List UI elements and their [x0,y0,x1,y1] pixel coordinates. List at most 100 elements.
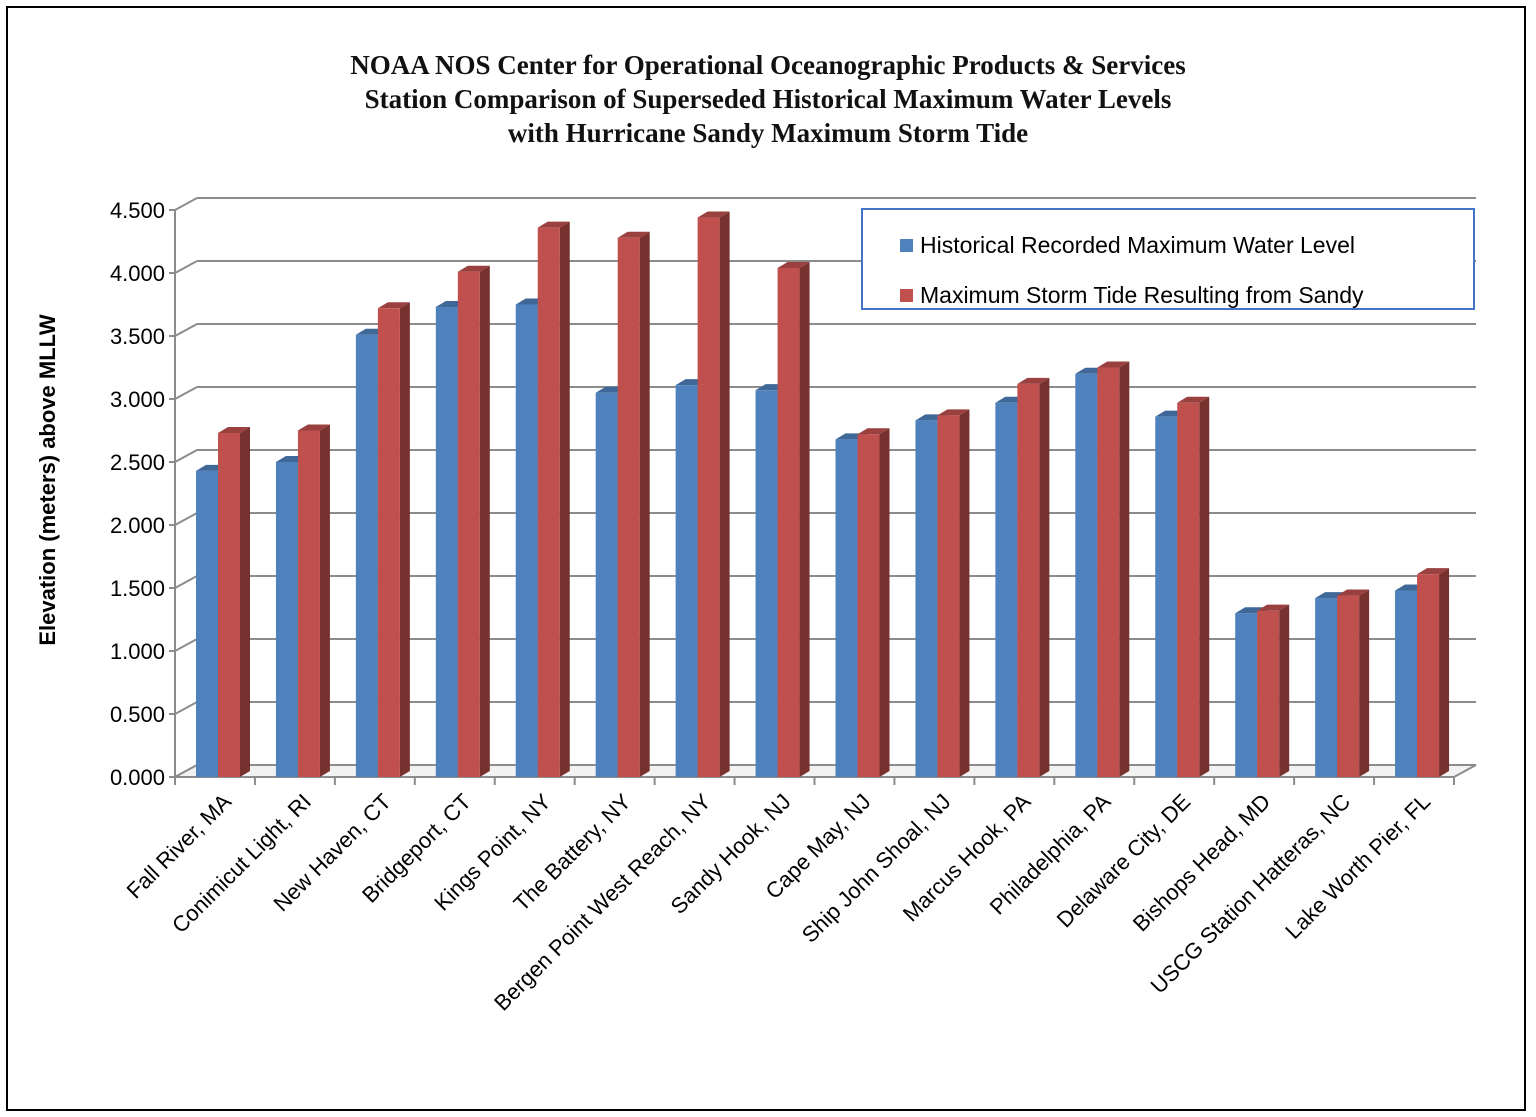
bar-top [297,424,330,431]
y-tick-label: 1.000 [110,639,165,664]
bar-top [1097,361,1130,368]
bar [937,415,960,777]
bar-side [1279,604,1290,777]
bar-top [457,265,490,272]
bar [515,304,538,777]
bar-side [399,302,410,777]
bar-side [1039,377,1050,777]
bar-side [479,265,490,777]
bar-top [937,409,970,416]
chart-frame: NOAA NOS Center for Operational Oceanogr… [6,6,1526,1111]
bar-top [777,261,810,268]
y-tick-label: 3.500 [110,324,165,349]
bar [995,402,1018,777]
bar [1097,367,1120,777]
y-tick-label: 4.500 [110,198,165,223]
y-axis-title: Elevation (meters) above MLLW [35,314,60,646]
bar-top [1417,568,1450,575]
bar-side [1359,589,1370,777]
x-tick-label: Delaware City, DE [1052,789,1196,933]
y-tick-label: 2.000 [110,513,165,538]
bar [1417,574,1440,777]
bar [1177,402,1200,777]
bar [675,385,698,777]
gridline-side [174,260,198,274]
bar-top [1337,589,1370,596]
bar [595,392,618,777]
y-tick-label: 1.500 [110,576,165,601]
bar [355,334,378,777]
x-tick-label: Bishops Head, MD [1128,789,1275,936]
bar [196,470,218,777]
bar [777,267,800,777]
legend-label: Historical Recorded Maximum Water Level [920,232,1355,258]
bar-side [719,211,730,777]
bar-side [319,424,330,777]
bar [218,433,240,777]
chart-title-line-1: NOAA NOS Center for Operational Oceanogr… [350,50,1186,80]
gridline-side [174,638,198,652]
bar [435,307,458,777]
y-tick-label: 0.500 [110,702,165,727]
bar-top [537,221,570,228]
bar [1337,595,1360,777]
y-tick-label: 2.500 [110,450,165,475]
bar [1395,590,1418,777]
bar [857,434,880,777]
y-tick-label: 3.000 [110,387,165,412]
legend-label: Maximum Storm Tide Resulting from Sandy [920,282,1364,308]
gridline-side [174,323,198,337]
chart-title: NOAA NOS Center for Operational Oceanogr… [8,48,1528,150]
x-tick-label: Lake Worth Pier, FL [1280,789,1435,944]
bar-side [1119,361,1130,777]
chart-title-line-2: Station Comparison of Superseded Histori… [364,84,1172,114]
bar-side [1439,568,1450,777]
bar-side [240,427,250,777]
legend-swatch [900,239,913,252]
bar [835,439,858,777]
gridline-side [174,575,198,589]
bar [275,462,298,777]
y-tick-label: 0.000 [110,765,165,790]
bar-top [218,427,250,434]
legend-swatch [900,289,913,302]
bar [297,430,320,777]
bar-top [857,428,890,435]
gridline-side [174,197,198,211]
bar [1075,373,1098,777]
x-tick-label: Conimicut Light, RI [167,789,316,938]
bar [377,308,400,777]
legend-box [861,208,1475,310]
x-tick-label: Ship John Shoal, NJ [797,789,956,948]
bar-top [697,211,730,218]
bar-top [1177,396,1210,403]
bar [537,227,560,777]
gridline-side [174,512,198,526]
bar [1017,383,1040,777]
bar-side [799,261,810,778]
bar [1155,416,1178,777]
y-tick-label: 4.000 [110,261,165,286]
bar-top [617,231,650,238]
bar-top [1017,377,1050,384]
bar-side [639,231,650,778]
bar [1315,598,1338,777]
bar [1257,610,1280,777]
bar [755,390,778,777]
gridline-side [174,386,198,400]
bar [697,217,720,777]
bar-top [377,302,410,309]
bar [1235,613,1258,777]
bar [617,237,640,778]
bar-side [959,409,970,777]
bar [915,420,938,777]
chart-title-line-3: with Hurricane Sandy Maximum Storm Tide [507,118,1029,148]
gridline-side [174,449,198,463]
bar [457,271,480,777]
bar-side [1199,396,1210,777]
gridline-side [174,701,198,715]
bar-top [1257,604,1290,611]
bar-side [559,221,570,777]
bar-side [879,428,890,777]
